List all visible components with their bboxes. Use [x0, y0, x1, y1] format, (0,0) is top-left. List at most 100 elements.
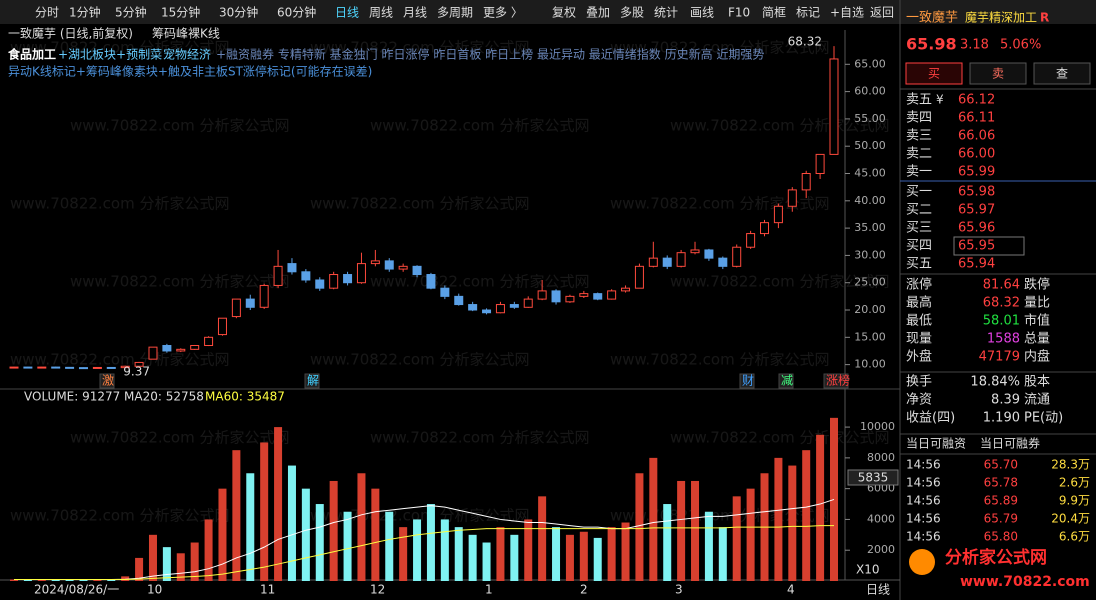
volume-bar [218, 488, 227, 581]
watermark: www.70822.com 分析家公式网 [10, 39, 230, 57]
toolbar-button[interactable]: +自选 [830, 6, 864, 20]
volume-bar [691, 480, 700, 581]
trade-button[interactable] [969, 62, 1027, 85]
candle-body [356, 263, 366, 284]
toolbar-tab[interactable]: 更多 〉 [483, 6, 523, 20]
stat-label: 总量 [1024, 332, 1050, 347]
volume-bar [718, 527, 727, 581]
trade-volume: 28.3万 [1051, 458, 1090, 472]
stat-label: 外盘 [906, 349, 932, 365]
y-tick-label: 10.00 [854, 358, 886, 371]
legend-entry: MA20: 52758 [124, 390, 204, 404]
candle-body [607, 290, 617, 300]
candle-body [468, 304, 478, 311]
candle-body [106, 366, 116, 369]
trade-button[interactable] [905, 62, 963, 85]
trade-button[interactable] [1033, 62, 1091, 85]
toolbar-tab[interactable]: 分时 [35, 6, 59, 20]
toolbar-tab[interactable]: 日线 [335, 6, 359, 20]
candle-body [537, 290, 547, 300]
watermark: www.70822.com 分析家公式网 [310, 39, 530, 57]
toolbar-tab[interactable]: 周线 [369, 6, 393, 20]
watermark: www.70822.com 分析家公式网 [310, 195, 530, 213]
event-marker-bg [823, 373, 849, 389]
volume-bar [704, 511, 713, 581]
stat-value: 1.190 [983, 411, 1020, 426]
stat-value: 68.32 [983, 296, 1020, 311]
y-tick-label: 8000 [867, 451, 895, 464]
y-tick-label: 10000 [860, 420, 895, 433]
event-marker-bg [778, 373, 794, 389]
y-tick-label: 25.00 [854, 276, 886, 289]
toolbar-tab[interactable]: 15分钟 [161, 5, 200, 20]
toolbar-tab[interactable]: 60分钟 [277, 5, 316, 20]
toolbar-button[interactable]: 多股 [620, 6, 644, 20]
toolbar-button[interactable]: 画线 [690, 6, 714, 20]
trade-button-label[interactable]: 卖 [992, 67, 1004, 81]
toolbar-tab[interactable]: 1分钟 [69, 5, 101, 20]
x-tick-label: 1 [485, 583, 493, 597]
volume-bar [329, 480, 338, 581]
volume-bar [204, 519, 213, 581]
volume-bar [496, 527, 505, 581]
book-price: 66.06 [958, 129, 995, 144]
toolbar-button[interactable]: 返回 [870, 6, 894, 20]
trade-time: 14:56 [906, 512, 941, 526]
candle-body [190, 345, 200, 350]
toolbar-tab[interactable]: 月线 [403, 6, 427, 20]
candle-body [92, 366, 102, 369]
candle-body [273, 265, 283, 286]
volume-bar [454, 527, 463, 581]
y-tick-label: 45.00 [854, 167, 886, 180]
book-price: 65.96 [958, 221, 995, 236]
volume-bar [357, 473, 366, 581]
stat-label: 跌停 [1024, 277, 1050, 293]
watermark: www.70822.com 分析家公式网 [370, 429, 590, 447]
trade-time: 14:56 [906, 530, 941, 544]
stat-label: 收益(四) [906, 411, 955, 426]
toolbar-button[interactable]: 标记 [796, 6, 820, 20]
candle-body [37, 366, 47, 369]
volume-bar [135, 557, 144, 581]
watermark: www.70822.com 分析家公式网 [70, 117, 290, 135]
volume-bar [538, 496, 547, 581]
volume-bar [788, 465, 797, 581]
toolbar-button[interactable]: 简框 [762, 6, 786, 20]
toolbar-button[interactable]: 叠加 [586, 6, 610, 20]
candle-body [662, 257, 672, 267]
y-tick-label: 60.00 [854, 85, 886, 98]
volume-bar [23, 579, 32, 581]
volume-bar [385, 511, 394, 581]
trade-volume: 9.9万 [1059, 494, 1090, 508]
volume-bar [371, 488, 380, 581]
toolbar-tab[interactable]: 30分钟 [219, 5, 258, 20]
book-label: 买五 [906, 257, 932, 272]
trade-button-label[interactable]: 买 [928, 67, 940, 81]
toolbar-button[interactable]: 统计 [654, 6, 678, 20]
toolbar-tab[interactable]: 5分钟 [115, 5, 147, 20]
ma-line [14, 498, 835, 580]
candle-body [120, 365, 130, 369]
watermark: www.70822.com 分析家公式网 [10, 507, 230, 525]
stat-label: 最低 [906, 314, 932, 329]
concept-tag: 食品加工 [7, 47, 56, 62]
trade-time: 14:56 [906, 476, 941, 490]
candle-body [398, 265, 408, 270]
y-tick-label: 55.00 [854, 112, 886, 125]
candle-body [231, 298, 241, 318]
candle-body [65, 366, 75, 369]
volume-bar [107, 579, 116, 581]
stock-name: 一致魔芋 [906, 11, 958, 26]
trade-price: 65.80 [984, 530, 1018, 544]
watermark: www.70822.com 分析家公式网 [670, 429, 890, 447]
toolbar-tab[interactable]: 多周期 [437, 6, 473, 20]
candle-body [51, 366, 61, 369]
currency: ¥ [936, 93, 944, 107]
volume-bar [732, 496, 741, 581]
y-tick-label: 40.00 [854, 194, 886, 207]
book-highlight [953, 236, 1025, 256]
toolbar-button[interactable]: 复权 [552, 6, 576, 20]
toolbar-button[interactable]: F10 [728, 6, 750, 20]
candle-body [648, 257, 658, 267]
trade-button-label[interactable]: 查 [1056, 67, 1068, 81]
